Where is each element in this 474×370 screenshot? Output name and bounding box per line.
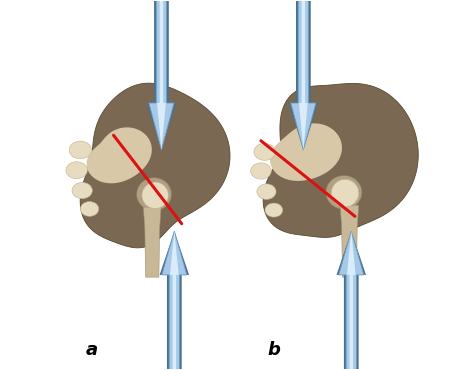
- Ellipse shape: [254, 143, 275, 160]
- Ellipse shape: [331, 179, 359, 207]
- Ellipse shape: [137, 178, 172, 211]
- FancyArrow shape: [299, 0, 308, 150]
- Ellipse shape: [265, 203, 283, 217]
- Ellipse shape: [80, 202, 99, 216]
- FancyArrow shape: [170, 231, 179, 370]
- FancyArrow shape: [157, 0, 166, 150]
- FancyArrow shape: [339, 231, 364, 370]
- FancyArrow shape: [149, 0, 174, 150]
- Ellipse shape: [257, 184, 276, 199]
- Text: a: a: [85, 341, 98, 359]
- FancyArrow shape: [347, 231, 356, 370]
- Polygon shape: [263, 83, 418, 238]
- FancyArrow shape: [291, 0, 316, 150]
- FancyArrow shape: [162, 231, 187, 370]
- Ellipse shape: [251, 163, 271, 179]
- FancyArrow shape: [337, 231, 366, 370]
- FancyArrow shape: [289, 0, 318, 150]
- Polygon shape: [87, 127, 152, 183]
- Polygon shape: [143, 207, 161, 277]
- Ellipse shape: [326, 175, 362, 209]
- Ellipse shape: [69, 141, 91, 159]
- Text: b: b: [267, 341, 280, 359]
- FancyArrow shape: [146, 0, 176, 150]
- Polygon shape: [270, 123, 342, 181]
- Ellipse shape: [142, 182, 168, 209]
- Ellipse shape: [66, 162, 87, 179]
- FancyArrow shape: [160, 231, 189, 370]
- Polygon shape: [340, 205, 359, 277]
- Polygon shape: [80, 83, 230, 248]
- Ellipse shape: [72, 182, 92, 199]
